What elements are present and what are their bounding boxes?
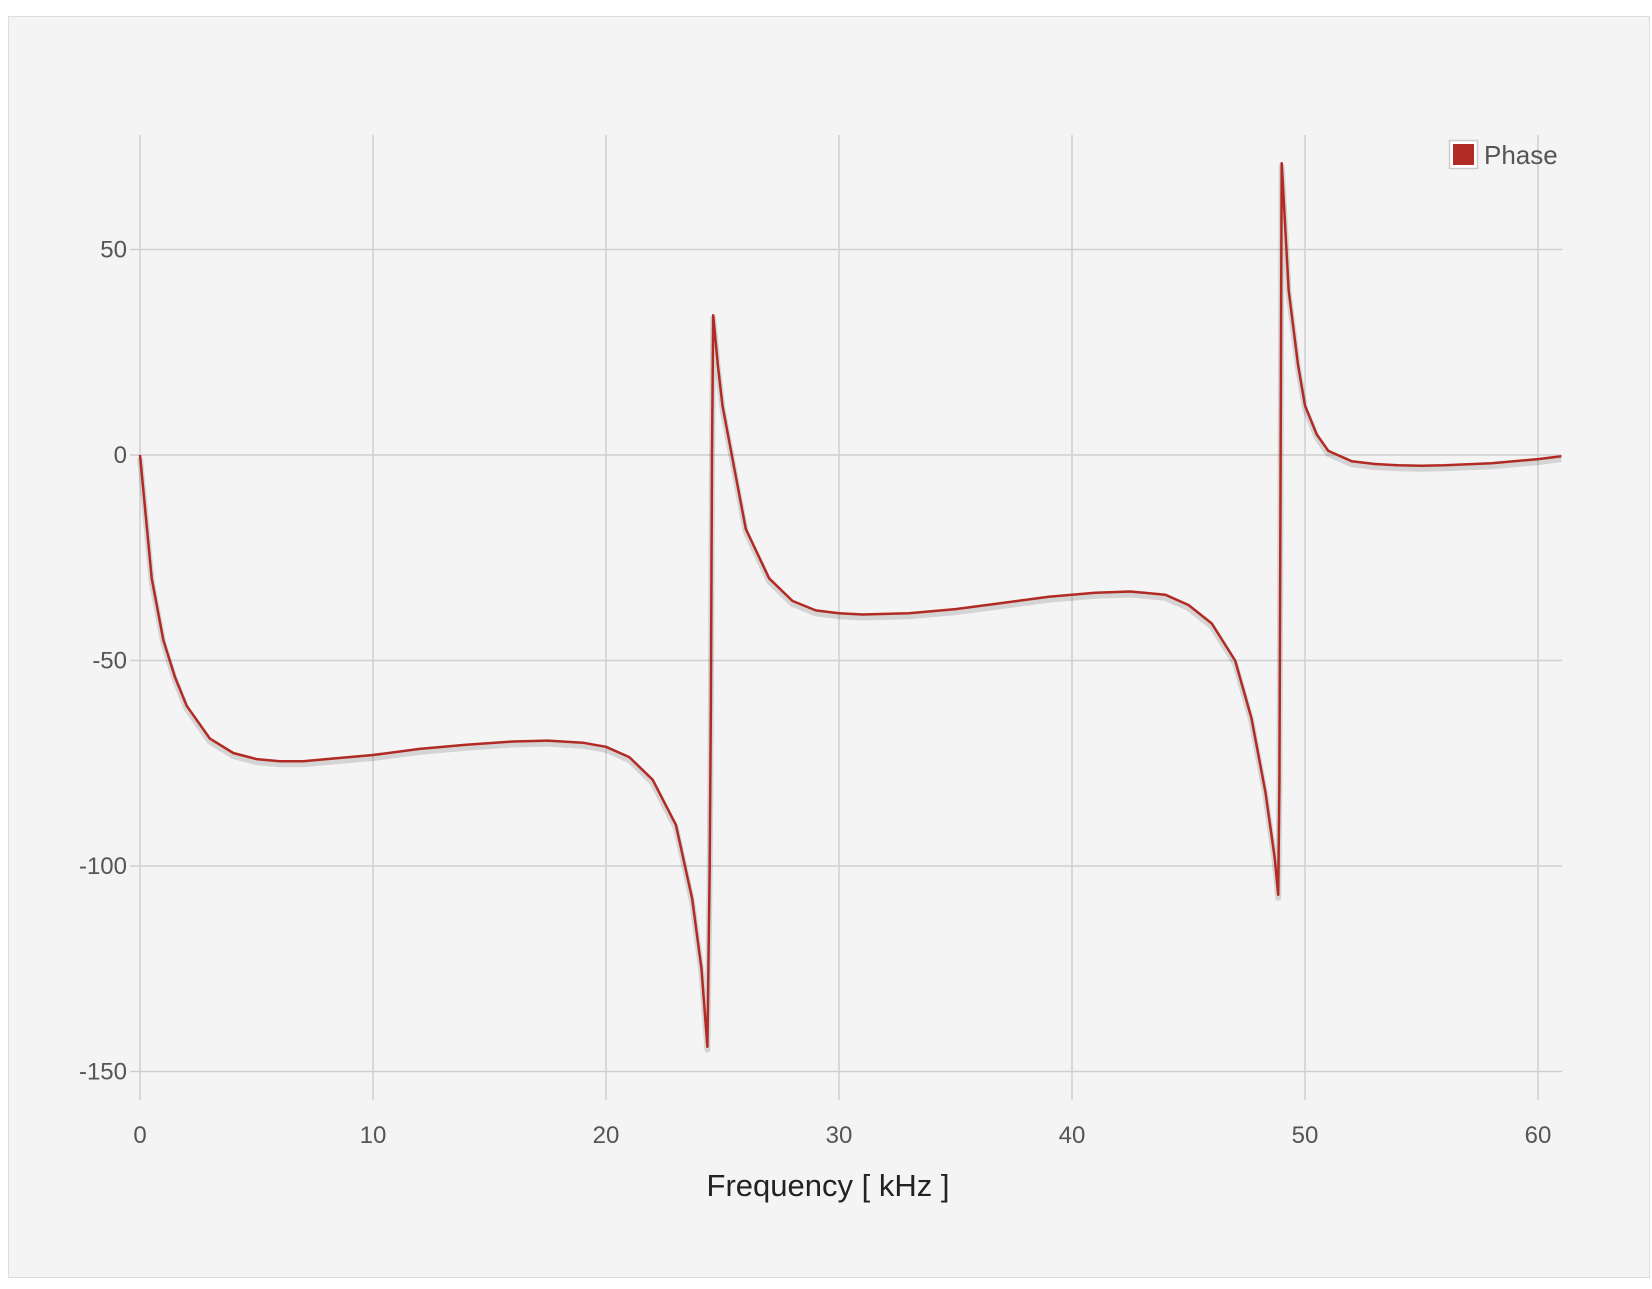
legend-swatch: [1453, 144, 1474, 165]
legend[interactable]: Phase: [1448, 139, 1558, 170]
y-gridlines: [130, 248, 1562, 1073]
x-tick-label: 50: [1292, 1122, 1319, 1149]
phase-line: [138, 161, 1562, 1049]
x-tick-label: 30: [826, 1122, 853, 1149]
x-tick-label: 0: [133, 1122, 146, 1149]
phase-line-shadow: [137, 163, 1562, 1053]
series-layer: [137, 161, 1562, 1053]
y-tick-label: 0: [114, 442, 127, 469]
x-tick-label: 60: [1525, 1122, 1552, 1149]
x-axis-title: Frequency [ kHz ]: [707, 1168, 950, 1203]
x-tick-label: 20: [593, 1122, 620, 1149]
chart-panel: [8, 16, 1650, 1278]
x-gridlines: [139, 135, 1539, 1100]
x-tick-label: 10: [360, 1122, 387, 1149]
y-tick-label: 50: [100, 237, 127, 264]
legend-label-phase[interactable]: Phase: [1484, 140, 1558, 170]
y-tick-label: -50: [92, 648, 127, 675]
x-tick-labels: 0 10 20 30 40 50 60: [133, 1122, 1551, 1149]
y-tick-label: -100: [79, 853, 127, 880]
y-tick-label: -150: [79, 1059, 127, 1086]
x-tick-label: 40: [1059, 1122, 1086, 1149]
y-tick-labels: 50 0 -50 -100 -150: [79, 237, 127, 1086]
